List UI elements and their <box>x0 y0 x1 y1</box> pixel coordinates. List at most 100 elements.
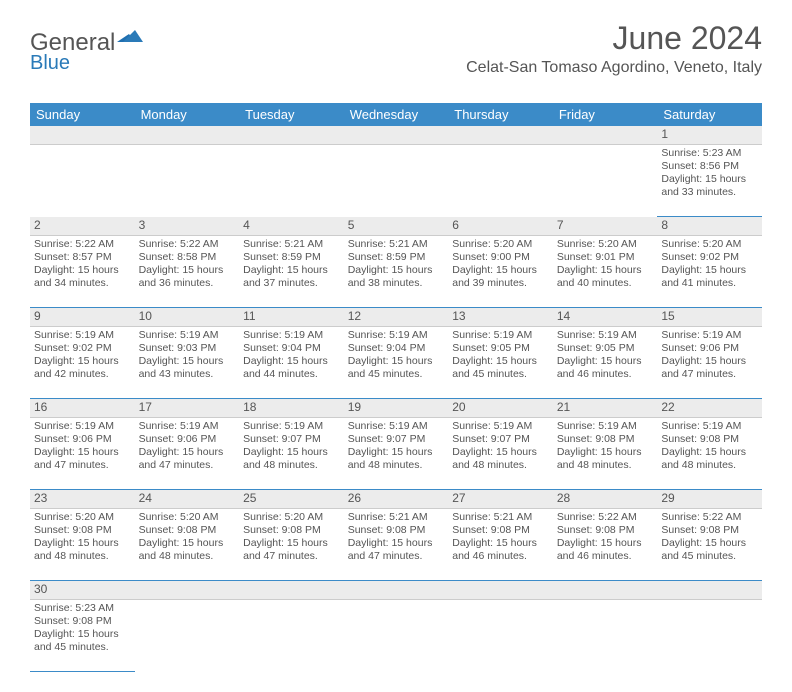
day-number: 13 <box>452 309 549 324</box>
day-cell: Sunrise: 5:19 AMSunset: 9:04 PMDaylight:… <box>239 327 344 399</box>
day-number-cell: 18 <box>239 399 344 418</box>
day-number-cell <box>344 581 449 600</box>
day-cell <box>448 600 553 672</box>
day-number: 29 <box>661 491 758 506</box>
day-details: Sunrise: 5:19 AMSunset: 9:07 PMDaylight:… <box>243 420 340 473</box>
day-number: 5 <box>348 218 445 233</box>
weekday-header: Wednesday <box>344 103 449 126</box>
day-number-cell: 7 <box>553 217 658 236</box>
day-cell: Sunrise: 5:19 AMSunset: 9:05 PMDaylight:… <box>553 327 658 399</box>
day-number-cell: 26 <box>344 490 449 509</box>
day-number: 3 <box>139 218 236 233</box>
day-number-cell <box>239 581 344 600</box>
title-block: June 2024 Celat-San Tomaso Agordino, Ven… <box>466 20 762 77</box>
day-number-cell <box>135 126 240 145</box>
day-number: 30 <box>34 582 131 597</box>
week-row: Sunrise: 5:19 AMSunset: 9:06 PMDaylight:… <box>30 418 762 490</box>
day-number: 22 <box>661 400 758 415</box>
day-cell <box>657 600 762 672</box>
day-number-cell <box>135 581 240 600</box>
day-number: 24 <box>139 491 236 506</box>
weekday-header: Tuesday <box>239 103 344 126</box>
day-details: Sunrise: 5:19 AMSunset: 9:06 PMDaylight:… <box>139 420 236 473</box>
day-number: 12 <box>348 309 445 324</box>
week-row: Sunrise: 5:23 AMSunset: 8:56 PMDaylight:… <box>30 145 762 217</box>
day-cell: Sunrise: 5:19 AMSunset: 9:03 PMDaylight:… <box>135 327 240 399</box>
day-number-cell: 1 <box>657 126 762 145</box>
day-number-cell: 10 <box>135 308 240 327</box>
day-cell: Sunrise: 5:21 AMSunset: 9:08 PMDaylight:… <box>344 509 449 581</box>
day-details: Sunrise: 5:20 AMSunset: 9:08 PMDaylight:… <box>139 511 236 564</box>
day-cell: Sunrise: 5:21 AMSunset: 9:08 PMDaylight:… <box>448 509 553 581</box>
week-row: Sunrise: 5:19 AMSunset: 9:02 PMDaylight:… <box>30 327 762 399</box>
day-cell <box>135 145 240 217</box>
day-number: 4 <box>243 218 340 233</box>
weekday-header: Friday <box>553 103 658 126</box>
day-number-cell: 29 <box>657 490 762 509</box>
calendar-page: General June 2024 Celat-San Tomaso Agord… <box>0 0 792 692</box>
day-cell: Sunrise: 5:22 AMSunset: 9:08 PMDaylight:… <box>657 509 762 581</box>
day-number-cell: 17 <box>135 399 240 418</box>
day-number-cell: 9 <box>30 308 135 327</box>
day-number-cell: 8 <box>657 217 762 236</box>
day-number-cell: 15 <box>657 308 762 327</box>
day-number-cell: 30 <box>30 581 135 600</box>
day-number: 10 <box>139 309 236 324</box>
day-cell: Sunrise: 5:20 AMSunset: 9:08 PMDaylight:… <box>239 509 344 581</box>
day-details: Sunrise: 5:19 AMSunset: 9:07 PMDaylight:… <box>452 420 549 473</box>
day-number-cell <box>448 581 553 600</box>
flag-icon <box>117 28 143 51</box>
day-cell: Sunrise: 5:23 AMSunset: 8:56 PMDaylight:… <box>657 145 762 217</box>
day-cell: Sunrise: 5:22 AMSunset: 8:57 PMDaylight:… <box>30 236 135 308</box>
day-details: Sunrise: 5:19 AMSunset: 9:08 PMDaylight:… <box>557 420 654 473</box>
week-row: Sunrise: 5:23 AMSunset: 9:08 PMDaylight:… <box>30 600 762 672</box>
day-details: Sunrise: 5:22 AMSunset: 9:08 PMDaylight:… <box>661 511 758 564</box>
day-details: Sunrise: 5:22 AMSunset: 8:58 PMDaylight:… <box>139 238 236 291</box>
day-details: Sunrise: 5:22 AMSunset: 8:57 PMDaylight:… <box>34 238 131 291</box>
day-cell: Sunrise: 5:22 AMSunset: 9:08 PMDaylight:… <box>553 509 658 581</box>
day-details: Sunrise: 5:19 AMSunset: 9:06 PMDaylight:… <box>34 420 131 473</box>
day-cell: Sunrise: 5:21 AMSunset: 8:59 PMDaylight:… <box>239 236 344 308</box>
day-number-row: 30 <box>30 581 762 600</box>
day-cell: Sunrise: 5:20 AMSunset: 9:00 PMDaylight:… <box>448 236 553 308</box>
day-number-cell: 27 <box>448 490 553 509</box>
day-details: Sunrise: 5:19 AMSunset: 9:03 PMDaylight:… <box>139 329 236 382</box>
day-details: Sunrise: 5:19 AMSunset: 9:05 PMDaylight:… <box>452 329 549 382</box>
day-number-cell: 12 <box>344 308 449 327</box>
weekday-header-row: Sunday Monday Tuesday Wednesday Thursday… <box>30 103 762 126</box>
day-details: Sunrise: 5:21 AMSunset: 9:08 PMDaylight:… <box>348 511 445 564</box>
day-number-cell <box>448 126 553 145</box>
day-cell: Sunrise: 5:19 AMSunset: 9:04 PMDaylight:… <box>344 327 449 399</box>
day-cell <box>553 600 658 672</box>
day-cell <box>30 145 135 217</box>
day-details: Sunrise: 5:20 AMSunset: 9:02 PMDaylight:… <box>661 238 758 291</box>
day-number-cell: 19 <box>344 399 449 418</box>
week-row: Sunrise: 5:22 AMSunset: 8:57 PMDaylight:… <box>30 236 762 308</box>
day-number-cell: 20 <box>448 399 553 418</box>
calendar-table: Sunday Monday Tuesday Wednesday Thursday… <box>30 103 762 672</box>
month-title: June 2024 <box>466 20 762 57</box>
day-cell: Sunrise: 5:19 AMSunset: 9:06 PMDaylight:… <box>135 418 240 490</box>
day-number-row: 23242526272829 <box>30 490 762 509</box>
day-details: Sunrise: 5:19 AMSunset: 9:05 PMDaylight:… <box>557 329 654 382</box>
day-number: 18 <box>243 400 340 415</box>
day-number-cell: 24 <box>135 490 240 509</box>
day-number-cell <box>344 126 449 145</box>
day-details: Sunrise: 5:19 AMSunset: 9:02 PMDaylight:… <box>34 329 131 382</box>
day-number: 16 <box>34 400 131 415</box>
day-details: Sunrise: 5:21 AMSunset: 9:08 PMDaylight:… <box>452 511 549 564</box>
day-cell <box>239 145 344 217</box>
day-number: 8 <box>661 218 758 233</box>
day-number-cell: 22 <box>657 399 762 418</box>
day-cell <box>448 145 553 217</box>
day-number: 9 <box>34 309 131 324</box>
day-number-cell <box>553 581 658 600</box>
day-number-cell <box>657 581 762 600</box>
weekday-header: Sunday <box>30 103 135 126</box>
day-cell: Sunrise: 5:20 AMSunset: 9:01 PMDaylight:… <box>553 236 658 308</box>
day-number: 7 <box>557 218 654 233</box>
day-details: Sunrise: 5:19 AMSunset: 9:07 PMDaylight:… <box>348 420 445 473</box>
day-number-cell: 14 <box>553 308 658 327</box>
day-number: 17 <box>139 400 236 415</box>
day-cell: Sunrise: 5:20 AMSunset: 9:08 PMDaylight:… <box>30 509 135 581</box>
